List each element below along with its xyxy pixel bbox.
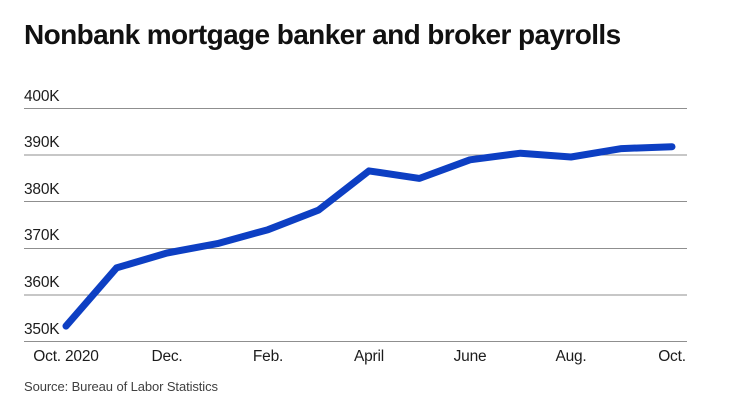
chart-title: Nonbank mortgage banker and broker payro… [24,19,621,50]
y-axis-label: 370K [24,227,60,245]
payrolls-series-line [62,143,676,330]
y-axis-label: 390K [24,134,60,152]
y-axis-label: 400K [24,87,60,105]
y-axis-label: 380K [24,180,60,198]
x-axis-label: Dec. [151,348,183,365]
gridlines [24,108,687,342]
x-axis-label: Aug. [555,348,587,365]
x-axis-label: June [453,348,487,365]
x-axis-label: April [353,348,385,365]
y-axis-label: 350K [24,320,60,338]
x-axis-label: Oct. 2020 [33,348,99,365]
x-axis-label: Feb. [252,348,284,365]
source-attribution: Source: Bureau of Labor Statistics [24,379,218,394]
x-axis-label: Oct. [658,348,686,365]
y-axis-label: 360K [24,273,60,291]
